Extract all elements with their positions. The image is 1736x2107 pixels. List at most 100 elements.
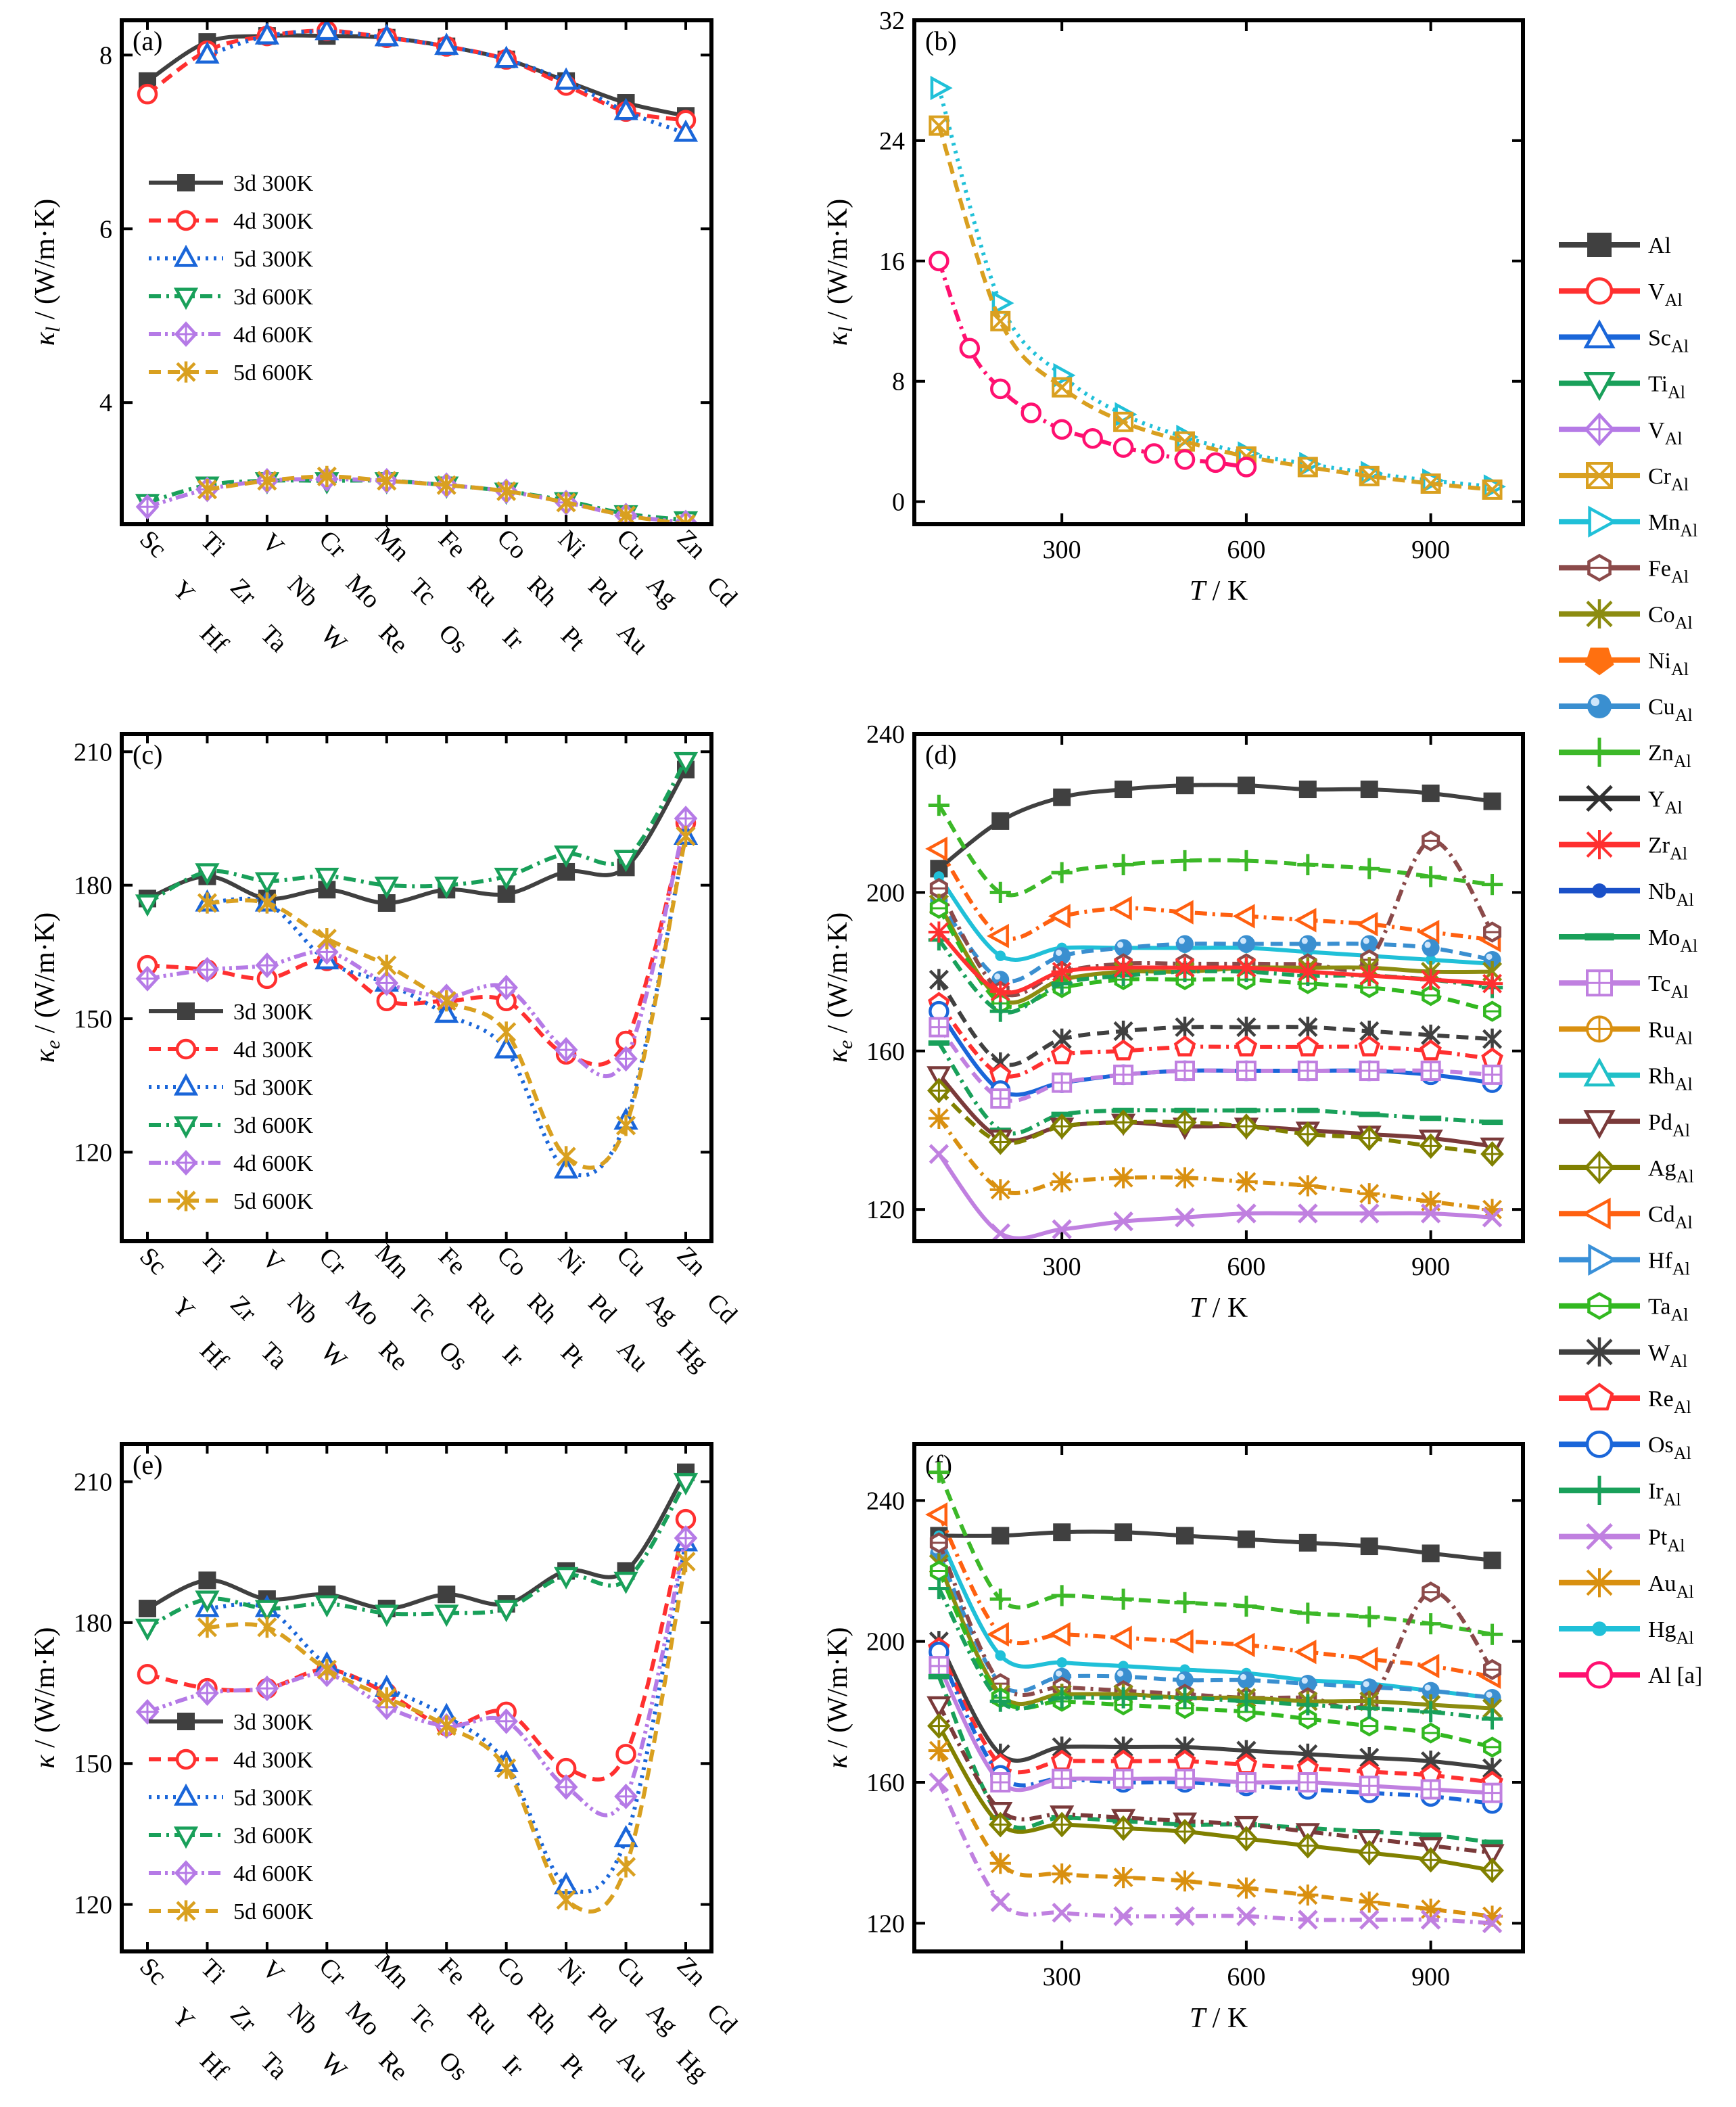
data-point	[195, 956, 219, 983]
legend-entry: ScAl	[1559, 319, 1689, 356]
series-5d-300k	[195, 22, 699, 142]
data-point	[991, 812, 1010, 830]
marker-square-cross-lines	[1053, 1769, 1071, 1788]
marker-diamond-cross	[1176, 1822, 1194, 1840]
legend-label-main: Fe	[1648, 556, 1671, 581]
marker-xbox	[990, 310, 1011, 331]
data-point	[1482, 479, 1503, 500]
legend-marker	[1586, 969, 1613, 997]
marker-triangle-down	[254, 1600, 279, 1623]
marker-diamond-cross	[1298, 1836, 1317, 1855]
series-line	[937, 903, 1493, 1005]
legend-label: CoAl	[1648, 603, 1693, 633]
data-point	[1113, 1020, 1133, 1042]
marker-diamond-cross	[617, 1787, 635, 1805]
marker-triangle-left	[1232, 1632, 1255, 1657]
data-point	[1297, 457, 1318, 478]
marker-square	[1360, 781, 1378, 799]
legend-right: AlVAlScAlTiAlVAlCrAlMnAlFeAlCoAlNiAlCuAl…	[1559, 233, 1702, 1689]
marker-star	[377, 470, 397, 492]
marker-xbox-cross	[1482, 480, 1502, 500]
marker-sphere	[1237, 1671, 1255, 1689]
data-point	[1359, 1111, 1380, 1117]
marker-plus	[989, 881, 1011, 903]
marker-xbox-cross	[1298, 457, 1318, 477]
data-point	[1115, 1667, 1133, 1686]
legend-label: NbAl	[1648, 879, 1694, 910]
legend-marker	[1581, 1197, 1611, 1230]
y-tick-label: 120	[866, 1196, 905, 1224]
data-point	[929, 1772, 949, 1792]
legend-label-sub: Al	[1665, 429, 1683, 448]
data-point	[1174, 1870, 1196, 1892]
legend-entry: TiAl	[1559, 372, 1685, 402]
marker-dash	[1420, 1115, 1442, 1121]
data-point	[1052, 1902, 1072, 1923]
series-line	[207, 835, 688, 1170]
data-point	[1297, 960, 1319, 983]
legend-label: VAl	[1648, 279, 1683, 310]
legend-label: 4d 300K	[233, 1748, 314, 1773]
marker-xbox	[1113, 411, 1134, 432]
series-3d-600k	[135, 1473, 699, 1642]
y-tick-label: 200	[866, 1628, 905, 1657]
data-point	[1236, 1107, 1257, 1113]
data-point	[135, 1619, 160, 1642]
marker-triangle-down	[673, 751, 699, 774]
data-point	[137, 83, 158, 105]
plot-frame	[912, 732, 1525, 1243]
data-point	[1357, 1125, 1382, 1151]
series-w	[929, 969, 1503, 1073]
series-line	[937, 1002, 1493, 1079]
data-point	[1355, 912, 1378, 937]
data-point	[1111, 1815, 1135, 1841]
data-point	[374, 24, 399, 47]
marker-plus	[1297, 1602, 1319, 1624]
marker-square	[177, 174, 195, 191]
data-point	[316, 1659, 337, 1680]
plot-frame	[120, 1442, 713, 1953]
legend-marker	[177, 174, 195, 191]
marker-xbox-cross	[990, 311, 1010, 331]
legend-marker	[173, 287, 199, 310]
y-tick-label: 180	[74, 1609, 112, 1638]
data-point	[1175, 1016, 1195, 1038]
data-point	[1359, 1061, 1380, 1082]
data-point	[1174, 957, 1196, 979]
marker-triangle-left	[1417, 919, 1440, 945]
data-point	[436, 990, 456, 1012]
data-point	[1481, 874, 1503, 896]
series-line	[937, 1471, 1493, 1637]
marker-diamond-cross	[677, 810, 695, 827]
data-point	[1296, 1832, 1320, 1859]
legend-label: ZrAl	[1648, 833, 1687, 864]
series-line	[937, 875, 1493, 966]
marker-sphere-highlight	[1056, 950, 1062, 956]
data-point	[1420, 473, 1441, 494]
marker-circle	[137, 1664, 158, 1685]
legend-label: VAl	[1648, 418, 1683, 448]
marker-plus	[1112, 1687, 1134, 1709]
legend-label-main: Al	[1648, 233, 1671, 258]
marker-triangle-down	[554, 845, 579, 868]
x-tick-label: 900	[1411, 1253, 1450, 1281]
data-point	[1113, 1768, 1134, 1789]
marker-plus	[1236, 1595, 1257, 1617]
data-point	[1483, 1551, 1501, 1569]
y-tick-label: 4	[99, 389, 112, 417]
data-point	[434, 1604, 459, 1627]
marker-triangle-down	[314, 867, 339, 890]
marker-plus	[1481, 1623, 1503, 1645]
y-axis-label: κe / (W/m·K)	[822, 912, 857, 1063]
data-point	[926, 1696, 952, 1719]
marker-star	[316, 1659, 337, 1680]
marker-asterisk	[1359, 1183, 1380, 1205]
data-point	[1481, 1119, 1503, 1126]
marker-sphere-highlight	[1301, 1677, 1308, 1684]
y-axis-units: / (W/m·K)	[30, 1627, 61, 1755]
data-point	[990, 1892, 1011, 1912]
series-line	[146, 768, 688, 906]
legend-label-sub: Al	[1675, 613, 1693, 633]
legend-label-main: Sc	[1648, 325, 1671, 350]
data-point	[929, 115, 949, 136]
